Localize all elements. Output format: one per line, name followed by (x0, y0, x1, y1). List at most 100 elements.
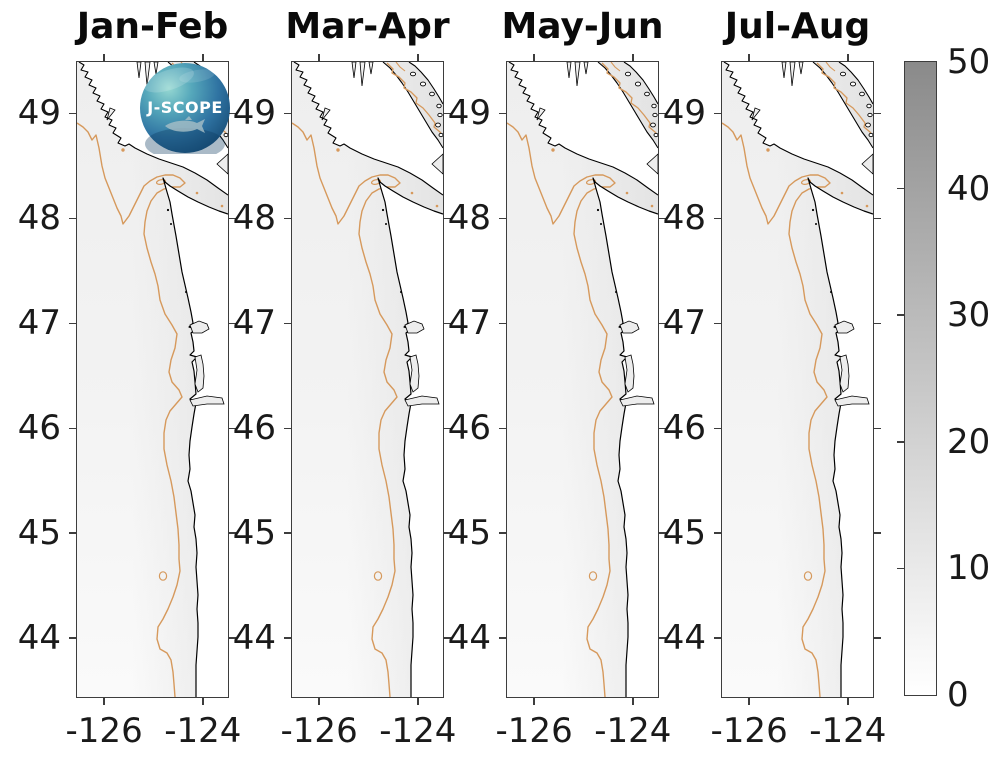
lat-tick-mark (874, 532, 881, 535)
lat-tick-label: 47 (447, 303, 491, 344)
lon-tick-mark (417, 698, 419, 705)
lat-tick-label: 46 (17, 408, 61, 449)
lon-tick-label: -124 (809, 711, 887, 751)
colorbar-tick-label: 30 (947, 295, 991, 336)
lat-tick-mark (284, 637, 291, 640)
lon-tick-mark (632, 54, 634, 61)
lat-tick-mark (444, 112, 451, 115)
colorbar (904, 61, 937, 696)
light-ray (144, 67, 194, 93)
lat-tick-label: 46 (662, 408, 706, 449)
lon-tick-label: -126 (280, 711, 358, 751)
map-panel-jan-feb: J-SCOPE (76, 61, 231, 698)
colorbar-tick-mark (897, 441, 904, 443)
panel-title: Jan-Feb (76, 6, 229, 47)
lat-tick-mark (229, 427, 236, 430)
panel-title: May-Jun (501, 6, 664, 47)
colorbar-tick-mark (897, 567, 904, 570)
lat-tick-mark (659, 637, 666, 640)
lat-tick-mark (659, 112, 666, 115)
lat-tick-mark (284, 427, 291, 430)
lat-tick-label: 46 (447, 408, 491, 449)
lat-tick-label: 47 (17, 303, 61, 344)
lat-tick-mark (444, 532, 451, 535)
lat-tick-mark (444, 427, 451, 430)
lat-tick-mark (659, 217, 666, 220)
lon-tick-mark (202, 698, 204, 705)
lon-tick-mark (533, 54, 535, 61)
lat-tick-mark (229, 217, 236, 220)
lat-tick-mark (229, 112, 236, 115)
lat-tick-label: 48 (662, 198, 706, 239)
logo-circle (140, 63, 230, 153)
lon-tick-mark (847, 698, 849, 705)
lat-tick-mark (874, 217, 881, 220)
panel-title: Mar-Apr (285, 6, 450, 47)
lat-tick-mark (714, 217, 721, 220)
lon-tick-mark (202, 54, 204, 61)
lat-tick-mark (69, 637, 76, 640)
lon-tick-label: -124 (379, 711, 457, 751)
lat-tick-mark (714, 427, 721, 430)
lat-tick-mark (284, 217, 291, 220)
lat-tick-mark (444, 217, 451, 220)
lat-tick-mark (69, 427, 76, 430)
deep-water-shade (145, 128, 225, 160)
lat-tick-mark (284, 532, 291, 535)
lat-tick-label: 44 (662, 618, 706, 659)
colorbar-tick-label: 20 (947, 421, 991, 462)
lat-tick-mark (714, 322, 721, 325)
map-panel-mar-apr (291, 61, 444, 698)
lat-tick-mark (69, 322, 76, 325)
lon-tick-mark (748, 54, 750, 61)
lat-tick-label: 45 (447, 513, 491, 554)
map-panel-may-jun (506, 61, 659, 698)
lon-tick-mark (533, 698, 535, 705)
lat-tick-label: 49 (17, 93, 61, 134)
lat-tick-label: 45 (232, 513, 276, 554)
lat-tick-mark (499, 427, 506, 430)
lon-tick-mark (417, 54, 419, 61)
lat-tick-mark (444, 322, 451, 325)
lon-tick-mark (847, 54, 849, 61)
lat-tick-label: 47 (662, 303, 706, 344)
jscope-logo-text: J-SCOPE (146, 98, 223, 117)
lat-tick-label: 49 (232, 93, 276, 134)
lat-tick-mark (714, 532, 721, 535)
lon-tick-label: -126 (495, 711, 573, 751)
lat-tick-mark (499, 217, 506, 220)
colorbar-tick-label: 50 (947, 42, 991, 82)
coastline-map (722, 62, 873, 697)
lat-tick-mark (229, 322, 236, 325)
jscope-logo: J-SCOPE (139, 62, 231, 160)
lat-tick-mark (659, 532, 666, 535)
lat-tick-label: 45 (662, 513, 706, 554)
lat-tick-mark (874, 112, 881, 115)
lat-tick-mark (284, 322, 291, 325)
lat-tick-mark (874, 322, 881, 325)
fish-icon (165, 116, 205, 133)
lon-tick-label: -124 (594, 711, 672, 751)
lat-tick-mark (499, 637, 506, 640)
lat-tick-mark (69, 217, 76, 220)
lon-tick-label: -126 (65, 711, 143, 751)
lon-tick-mark (103, 54, 105, 61)
lat-tick-label: 48 (232, 198, 276, 239)
lat-tick-mark (499, 322, 506, 325)
lat-tick-mark (874, 637, 881, 640)
lon-tick-label: -126 (710, 711, 788, 751)
lat-tick-mark (714, 112, 721, 115)
lat-tick-label: 44 (447, 618, 491, 659)
coastline-map (292, 62, 443, 697)
panel-title: Jul-Aug (724, 6, 871, 47)
lon-tick-mark (632, 698, 634, 705)
lat-tick-mark (229, 532, 236, 535)
lat-tick-mark (284, 112, 291, 115)
map-panel-jul-aug (721, 61, 874, 698)
lat-tick-mark (659, 427, 666, 430)
colorbar-tick-mark (897, 314, 904, 316)
colorbar-tick-label: 10 (947, 548, 991, 589)
lat-tick-label: 48 (447, 198, 491, 239)
lat-tick-label: 44 (17, 618, 61, 659)
